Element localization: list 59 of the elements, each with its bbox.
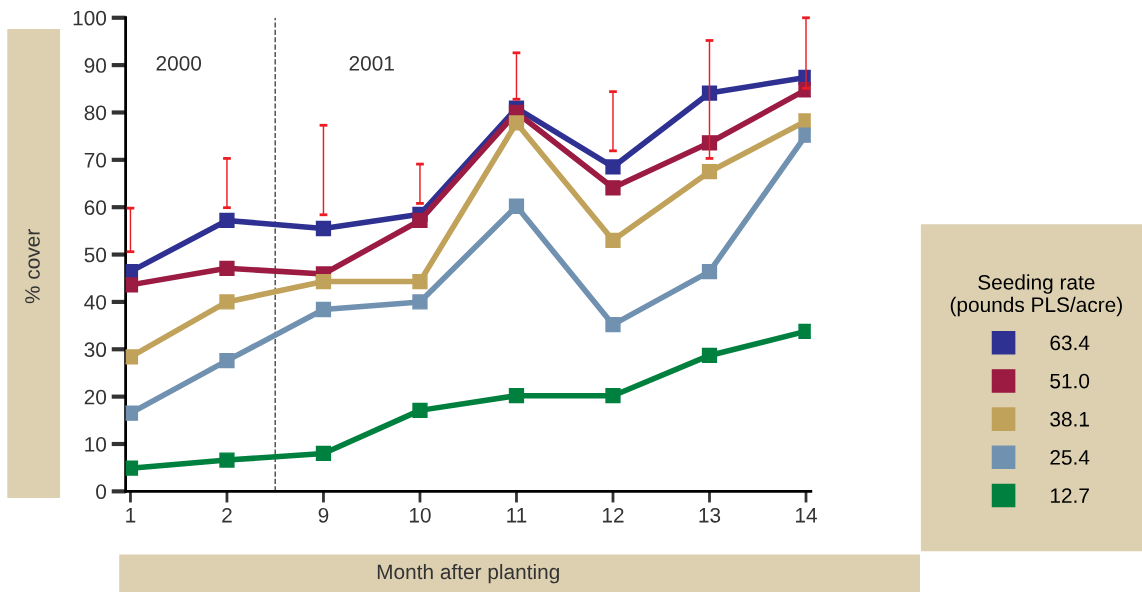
point (219, 260, 235, 276)
point (315, 301, 332, 318)
x-tick-label: 14 (796, 508, 817, 523)
point (412, 212, 428, 229)
legend-title: Seeding rate (pounds PLS/acre) (950, 274, 1122, 317)
legend-label: 25.4 (1050, 450, 1090, 465)
legend-label: 63.4 (1050, 335, 1090, 351)
point (701, 135, 718, 151)
y-tick-label: 90 (84, 58, 107, 73)
point (605, 317, 621, 333)
x-tick-label: 9 (318, 507, 329, 523)
point (701, 263, 718, 280)
x-tick-label: 12 (602, 507, 624, 523)
y-tick-label: 80 (84, 105, 107, 121)
legend-label: 38.1 (1050, 411, 1089, 427)
point (412, 273, 428, 290)
point (605, 180, 621, 196)
x-tick-label: 10 (409, 507, 431, 523)
point (701, 85, 718, 101)
y-tick-label: 100 (73, 10, 107, 26)
point (219, 452, 235, 468)
legend-label: 12.7 (1050, 488, 1089, 503)
y-tick-label: 30 (84, 342, 107, 358)
point (605, 159, 621, 175)
point (412, 402, 428, 419)
point (315, 445, 332, 462)
point (508, 115, 525, 131)
y-tick-label: 70 (84, 152, 107, 168)
point (219, 212, 235, 229)
point (605, 232, 621, 248)
y-tick-label: 20 (84, 389, 107, 405)
point (125, 349, 139, 365)
point (125, 460, 139, 476)
y-tick-label: 40 (84, 294, 107, 310)
annotation: 2000 (156, 55, 202, 71)
point (219, 294, 235, 310)
annotation: 2001 (349, 55, 394, 71)
point (508, 198, 525, 214)
point (412, 294, 428, 310)
point (701, 347, 718, 364)
point (219, 353, 235, 369)
point (315, 273, 332, 290)
y-tick-label: 50 (84, 247, 107, 263)
point (605, 388, 621, 404)
point (125, 277, 139, 293)
x-tick-label: 13 (699, 507, 721, 523)
x-tick-label: 1 (126, 508, 136, 523)
point (701, 164, 718, 180)
y-tick-label: 10 (85, 437, 107, 452)
point (508, 388, 525, 404)
x-axis-title: Month after planting (377, 563, 559, 584)
y-tick-label: 60 (84, 200, 107, 215)
y-axis-title: % cover (25, 229, 40, 304)
point (125, 405, 139, 421)
y-tick-label: 0 (96, 484, 107, 500)
legend-label: 51.0 (1050, 373, 1090, 389)
x-tick-label: 2 (222, 507, 232, 523)
point (315, 220, 332, 237)
x-tick-label: 11 (507, 508, 527, 523)
